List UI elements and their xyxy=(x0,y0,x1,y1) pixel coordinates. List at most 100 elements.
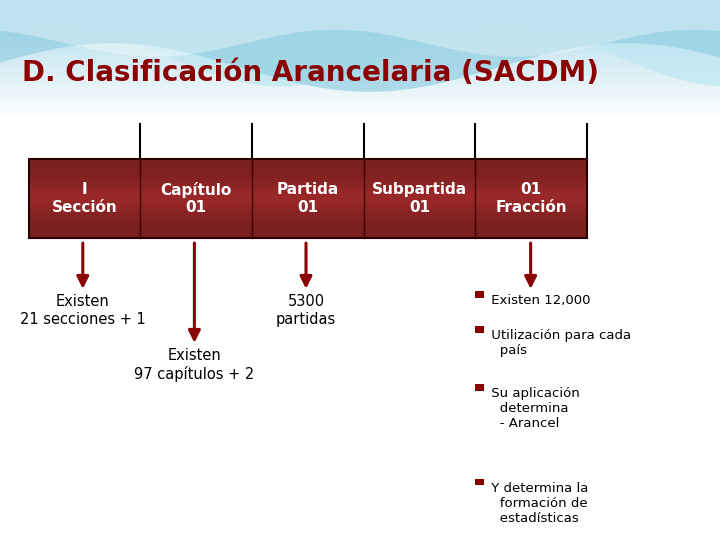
Bar xyxy=(0,18,720,19)
Bar xyxy=(0,28,720,30)
Bar xyxy=(0,91,720,92)
Bar xyxy=(0,48,720,49)
Bar xyxy=(0,22,720,24)
Bar xyxy=(0,74,720,76)
Bar xyxy=(29,200,587,202)
Bar xyxy=(0,3,720,4)
Bar xyxy=(0,109,720,110)
Bar xyxy=(29,219,587,222)
Polygon shape xyxy=(0,0,720,57)
Bar xyxy=(0,93,720,95)
Bar xyxy=(0,77,720,79)
Bar xyxy=(0,68,720,70)
Bar xyxy=(29,218,587,220)
Bar xyxy=(29,188,587,191)
Bar xyxy=(29,190,587,193)
Bar xyxy=(29,172,587,175)
Bar xyxy=(29,229,587,232)
Text: Y determina la
   formación de
   estadísticas: Y determina la formación de estadísticas xyxy=(487,482,589,525)
Bar xyxy=(29,206,587,208)
Bar xyxy=(0,19,720,21)
Bar xyxy=(0,31,720,32)
Bar xyxy=(0,64,720,65)
Bar xyxy=(0,32,720,34)
Bar xyxy=(0,83,720,85)
Bar xyxy=(0,87,720,89)
Bar xyxy=(0,37,720,39)
Bar xyxy=(29,196,587,198)
Text: Capítulo
01: Capítulo 01 xyxy=(161,182,232,215)
Bar xyxy=(0,101,720,103)
Bar xyxy=(29,210,587,212)
Text: Utilización para cada
   país: Utilización para cada país xyxy=(487,329,631,357)
Bar xyxy=(0,55,720,56)
Bar xyxy=(29,192,587,194)
Bar xyxy=(0,14,720,15)
Bar xyxy=(29,171,587,173)
Bar xyxy=(0,30,720,31)
Bar xyxy=(29,224,587,226)
Text: D. Clasificación Arancelaria (SACDM): D. Clasificación Arancelaria (SACDM) xyxy=(22,59,598,87)
Bar xyxy=(0,107,720,109)
Bar xyxy=(29,235,587,238)
Bar xyxy=(0,26,720,28)
Bar xyxy=(0,99,720,101)
Bar xyxy=(0,8,720,9)
Text: 5300
partidas: 5300 partidas xyxy=(276,294,336,327)
Bar xyxy=(29,198,587,200)
Bar xyxy=(29,221,587,224)
Bar xyxy=(0,117,720,119)
Bar xyxy=(29,174,587,177)
Bar xyxy=(0,62,720,64)
Bar xyxy=(0,73,720,74)
Bar xyxy=(0,110,720,111)
Bar xyxy=(0,114,720,116)
Bar xyxy=(0,113,720,114)
Bar xyxy=(0,105,720,107)
Bar xyxy=(29,161,587,163)
Text: Existen 12,000: Existen 12,000 xyxy=(487,294,591,307)
Bar xyxy=(29,184,587,187)
Bar xyxy=(0,79,720,80)
Bar xyxy=(29,159,587,238)
Bar xyxy=(0,24,720,25)
Text: Existen
21 secciones + 1: Existen 21 secciones + 1 xyxy=(20,294,145,327)
Bar xyxy=(0,95,720,97)
Bar xyxy=(0,59,720,61)
Bar xyxy=(0,16,720,18)
Bar xyxy=(0,15,720,16)
Bar xyxy=(29,213,587,216)
Bar xyxy=(29,180,587,183)
Bar xyxy=(29,178,587,181)
Bar xyxy=(0,67,720,69)
Bar xyxy=(0,58,720,59)
Bar xyxy=(0,92,720,93)
Bar xyxy=(0,97,720,98)
Bar xyxy=(0,111,720,113)
Bar xyxy=(29,202,587,204)
Bar xyxy=(0,53,720,55)
Text: Su aplicación
   determina
   - Arancel: Su aplicación determina - Arancel xyxy=(487,387,580,430)
Bar xyxy=(29,204,587,206)
Text: Subpartida
01: Subpartida 01 xyxy=(372,183,467,214)
Bar xyxy=(29,231,587,234)
Bar xyxy=(0,6,720,8)
Bar xyxy=(29,166,587,169)
Bar xyxy=(0,36,720,37)
Bar xyxy=(0,82,720,83)
Bar xyxy=(29,159,587,161)
Bar xyxy=(0,46,720,48)
Bar xyxy=(0,49,720,51)
Text: Partida
01: Partida 01 xyxy=(276,183,339,214)
Bar xyxy=(0,51,720,52)
Bar xyxy=(0,86,720,87)
Bar xyxy=(0,25,720,26)
Bar xyxy=(475,291,484,298)
Bar xyxy=(0,43,720,45)
Bar xyxy=(29,233,587,235)
Bar xyxy=(0,56,720,58)
Bar xyxy=(0,85,720,86)
Bar xyxy=(0,2,720,3)
Bar xyxy=(0,65,720,67)
Bar xyxy=(0,89,720,91)
